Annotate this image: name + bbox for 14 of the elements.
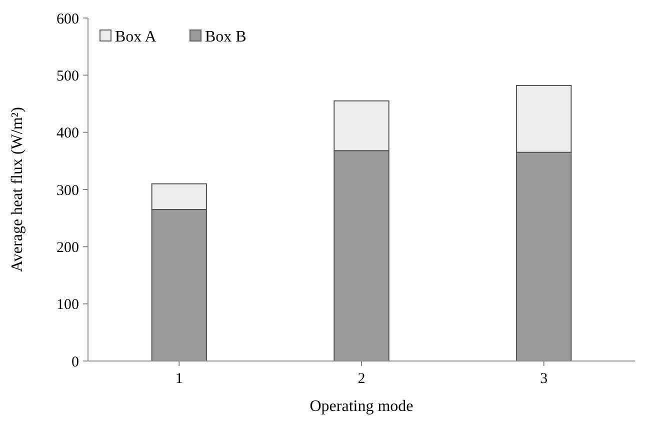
y-tick-label: 500	[56, 68, 79, 84]
y-tick-label: 200	[56, 240, 79, 256]
y-axis-title: Average heat flux (W/m²)	[9, 107, 26, 272]
x-tick-label: 2	[358, 371, 366, 387]
legend-label: Box B	[205, 28, 246, 46]
x-axis-title: Operating mode	[310, 398, 414, 415]
y-tick-label: 300	[56, 182, 79, 199]
y-tick-label: 400	[56, 126, 79, 142]
y-tick-label: 600	[56, 11, 79, 28]
legend-label: Box A	[115, 28, 157, 46]
x-tick-label: 3	[540, 371, 548, 387]
y-tick-label: 0	[72, 354, 79, 370]
x-tick-label: 1	[175, 371, 183, 387]
y-tick-label: 100	[56, 297, 79, 314]
